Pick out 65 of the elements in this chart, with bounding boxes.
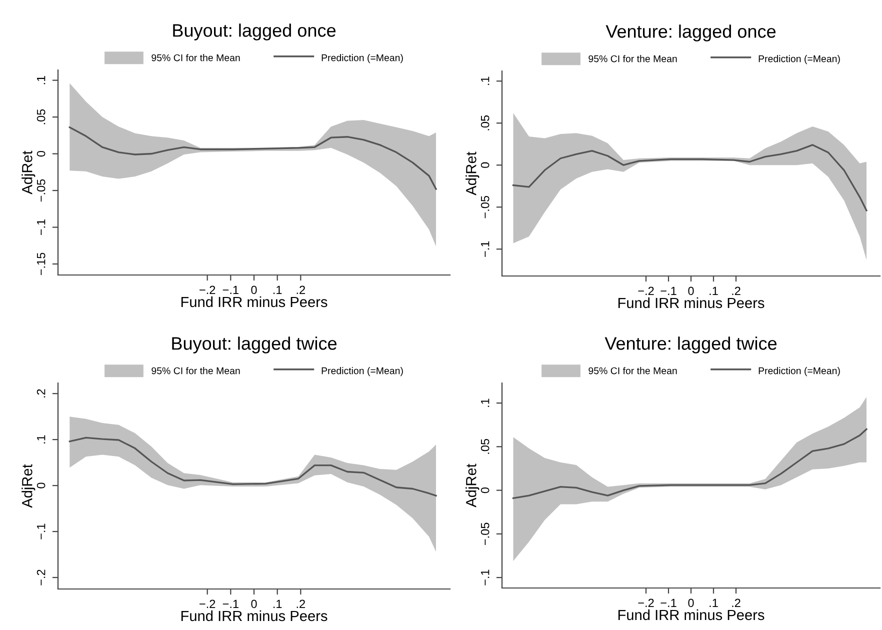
x-tick-label: .1 bbox=[273, 286, 282, 294]
x-tick-label: −.2 bbox=[200, 600, 216, 608]
y-tick-label: −.05 bbox=[480, 196, 490, 218]
x-tick-label: 0 bbox=[688, 598, 694, 608]
text: 95% CI for the Mean bbox=[588, 367, 677, 374]
x-tick-label: .1 bbox=[273, 600, 282, 608]
x-tick-label: 0 bbox=[688, 286, 694, 296]
legend-label: Prediction (=Mean) bbox=[758, 55, 840, 64]
y-tick-label: −.15 bbox=[37, 252, 46, 276]
line-series bbox=[68, 436, 437, 496]
x-axis-title: Fund IRR minus Peers bbox=[618, 609, 764, 620]
y-tick-label: .1 bbox=[37, 76, 46, 84]
x-tick-label: .2 bbox=[296, 286, 305, 294]
x-axis-title: Fund IRR minus Peers bbox=[618, 297, 764, 308]
chart-title: Venture: lagged twice bbox=[604, 336, 777, 354]
x-tick-label: .1 bbox=[710, 286, 718, 295]
y-tick-label: −.1 bbox=[481, 570, 490, 586]
x-tick-label: .2 bbox=[732, 286, 740, 295]
y-axis-title: AdjRet bbox=[22, 150, 36, 194]
y-tick-label: .1 bbox=[37, 435, 46, 444]
x-tick-label: 0 bbox=[251, 286, 257, 294]
y-tick-label: .1 bbox=[481, 76, 490, 85]
x-tick-label: .1 bbox=[710, 598, 718, 607]
y-tick-label: .05 bbox=[36, 109, 46, 124]
line-series bbox=[512, 144, 868, 212]
x-tick-label: −.1 bbox=[222, 286, 238, 294]
y-tick-label: 0 bbox=[36, 150, 46, 157]
x-tick-label: −.1 bbox=[222, 600, 238, 608]
legend-label: Prediction (=Mean) bbox=[322, 367, 403, 376]
chart-title: Buyout: lagged once bbox=[173, 24, 336, 40]
legend-label: Prediction (=Mean) bbox=[758, 367, 840, 376]
y-tick-label: 0 bbox=[36, 482, 46, 488]
y-tick-label: −.05 bbox=[36, 179, 46, 202]
y-axis-title: AdjRet bbox=[466, 152, 480, 196]
x-tick-label: .2 bbox=[296, 600, 305, 608]
line-series bbox=[68, 126, 437, 190]
x-tick-label: −.2 bbox=[200, 286, 216, 294]
y-tick-label: .1 bbox=[481, 398, 490, 407]
x-axis-title: Fund IRR minus Peers bbox=[181, 296, 328, 308]
x-tick-label: −.1 bbox=[660, 598, 676, 607]
y-tick-label: 0 bbox=[480, 487, 490, 494]
y-tick-label: −.05 bbox=[480, 522, 490, 545]
chart-title: Buyout: lagged twice bbox=[172, 336, 337, 354]
y-tick-label: −.1 bbox=[481, 241, 490, 257]
x-axis-title: Fund IRR minus Peers bbox=[181, 610, 328, 622]
y-tick-label: .05 bbox=[480, 438, 490, 454]
text: 95% CI for the Mean bbox=[152, 54, 240, 62]
chart-title: Venture: lagged once bbox=[606, 24, 776, 42]
line-series bbox=[512, 428, 868, 499]
x-tick-label: −.1 bbox=[660, 286, 676, 295]
y-tick-label: .05 bbox=[480, 115, 490, 130]
y-tick-label: 0 bbox=[480, 162, 490, 168]
y-axis-title: AdjRet bbox=[22, 464, 36, 508]
text: 95% CI for the Mean bbox=[152, 367, 240, 374]
x-tick-label: −.2 bbox=[638, 286, 654, 295]
y-axis-title: AdjRet bbox=[466, 464, 480, 508]
y-tick-label: −.1 bbox=[37, 524, 46, 540]
y-tick-label: −.1 bbox=[37, 219, 46, 236]
x-tick-label: −.2 bbox=[638, 598, 654, 607]
text: 95% CI for the Mean bbox=[588, 55, 677, 62]
x-tick-label: 0 bbox=[251, 600, 257, 608]
y-tick-label: .2 bbox=[36, 389, 46, 398]
x-tick-label: .2 bbox=[732, 598, 740, 607]
y-tick-label: −.2 bbox=[36, 570, 46, 586]
legend-label: Prediction (=Mean) bbox=[322, 54, 403, 64]
